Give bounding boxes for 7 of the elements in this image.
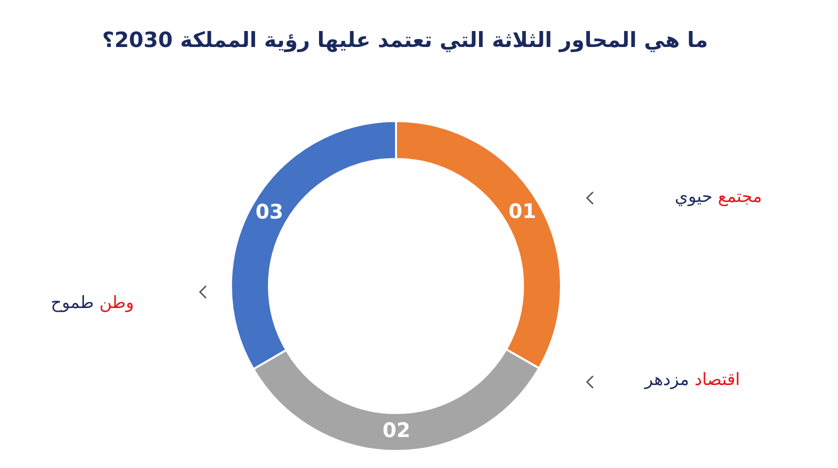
slice-label: 02	[382, 418, 410, 442]
slice-label: 01	[508, 199, 536, 224]
text: وطن طموح	[50, 293, 134, 313]
slice-label: 03	[255, 199, 284, 224]
text: مجتمع حيوي	[674, 187, 762, 207]
chart-title: ما هي المحاور الثلاثة التي تعتمد عليها رؤية المملكة 2030؟	[102, 28, 708, 52]
text: اقتصاد مزدهر	[644, 370, 740, 390]
